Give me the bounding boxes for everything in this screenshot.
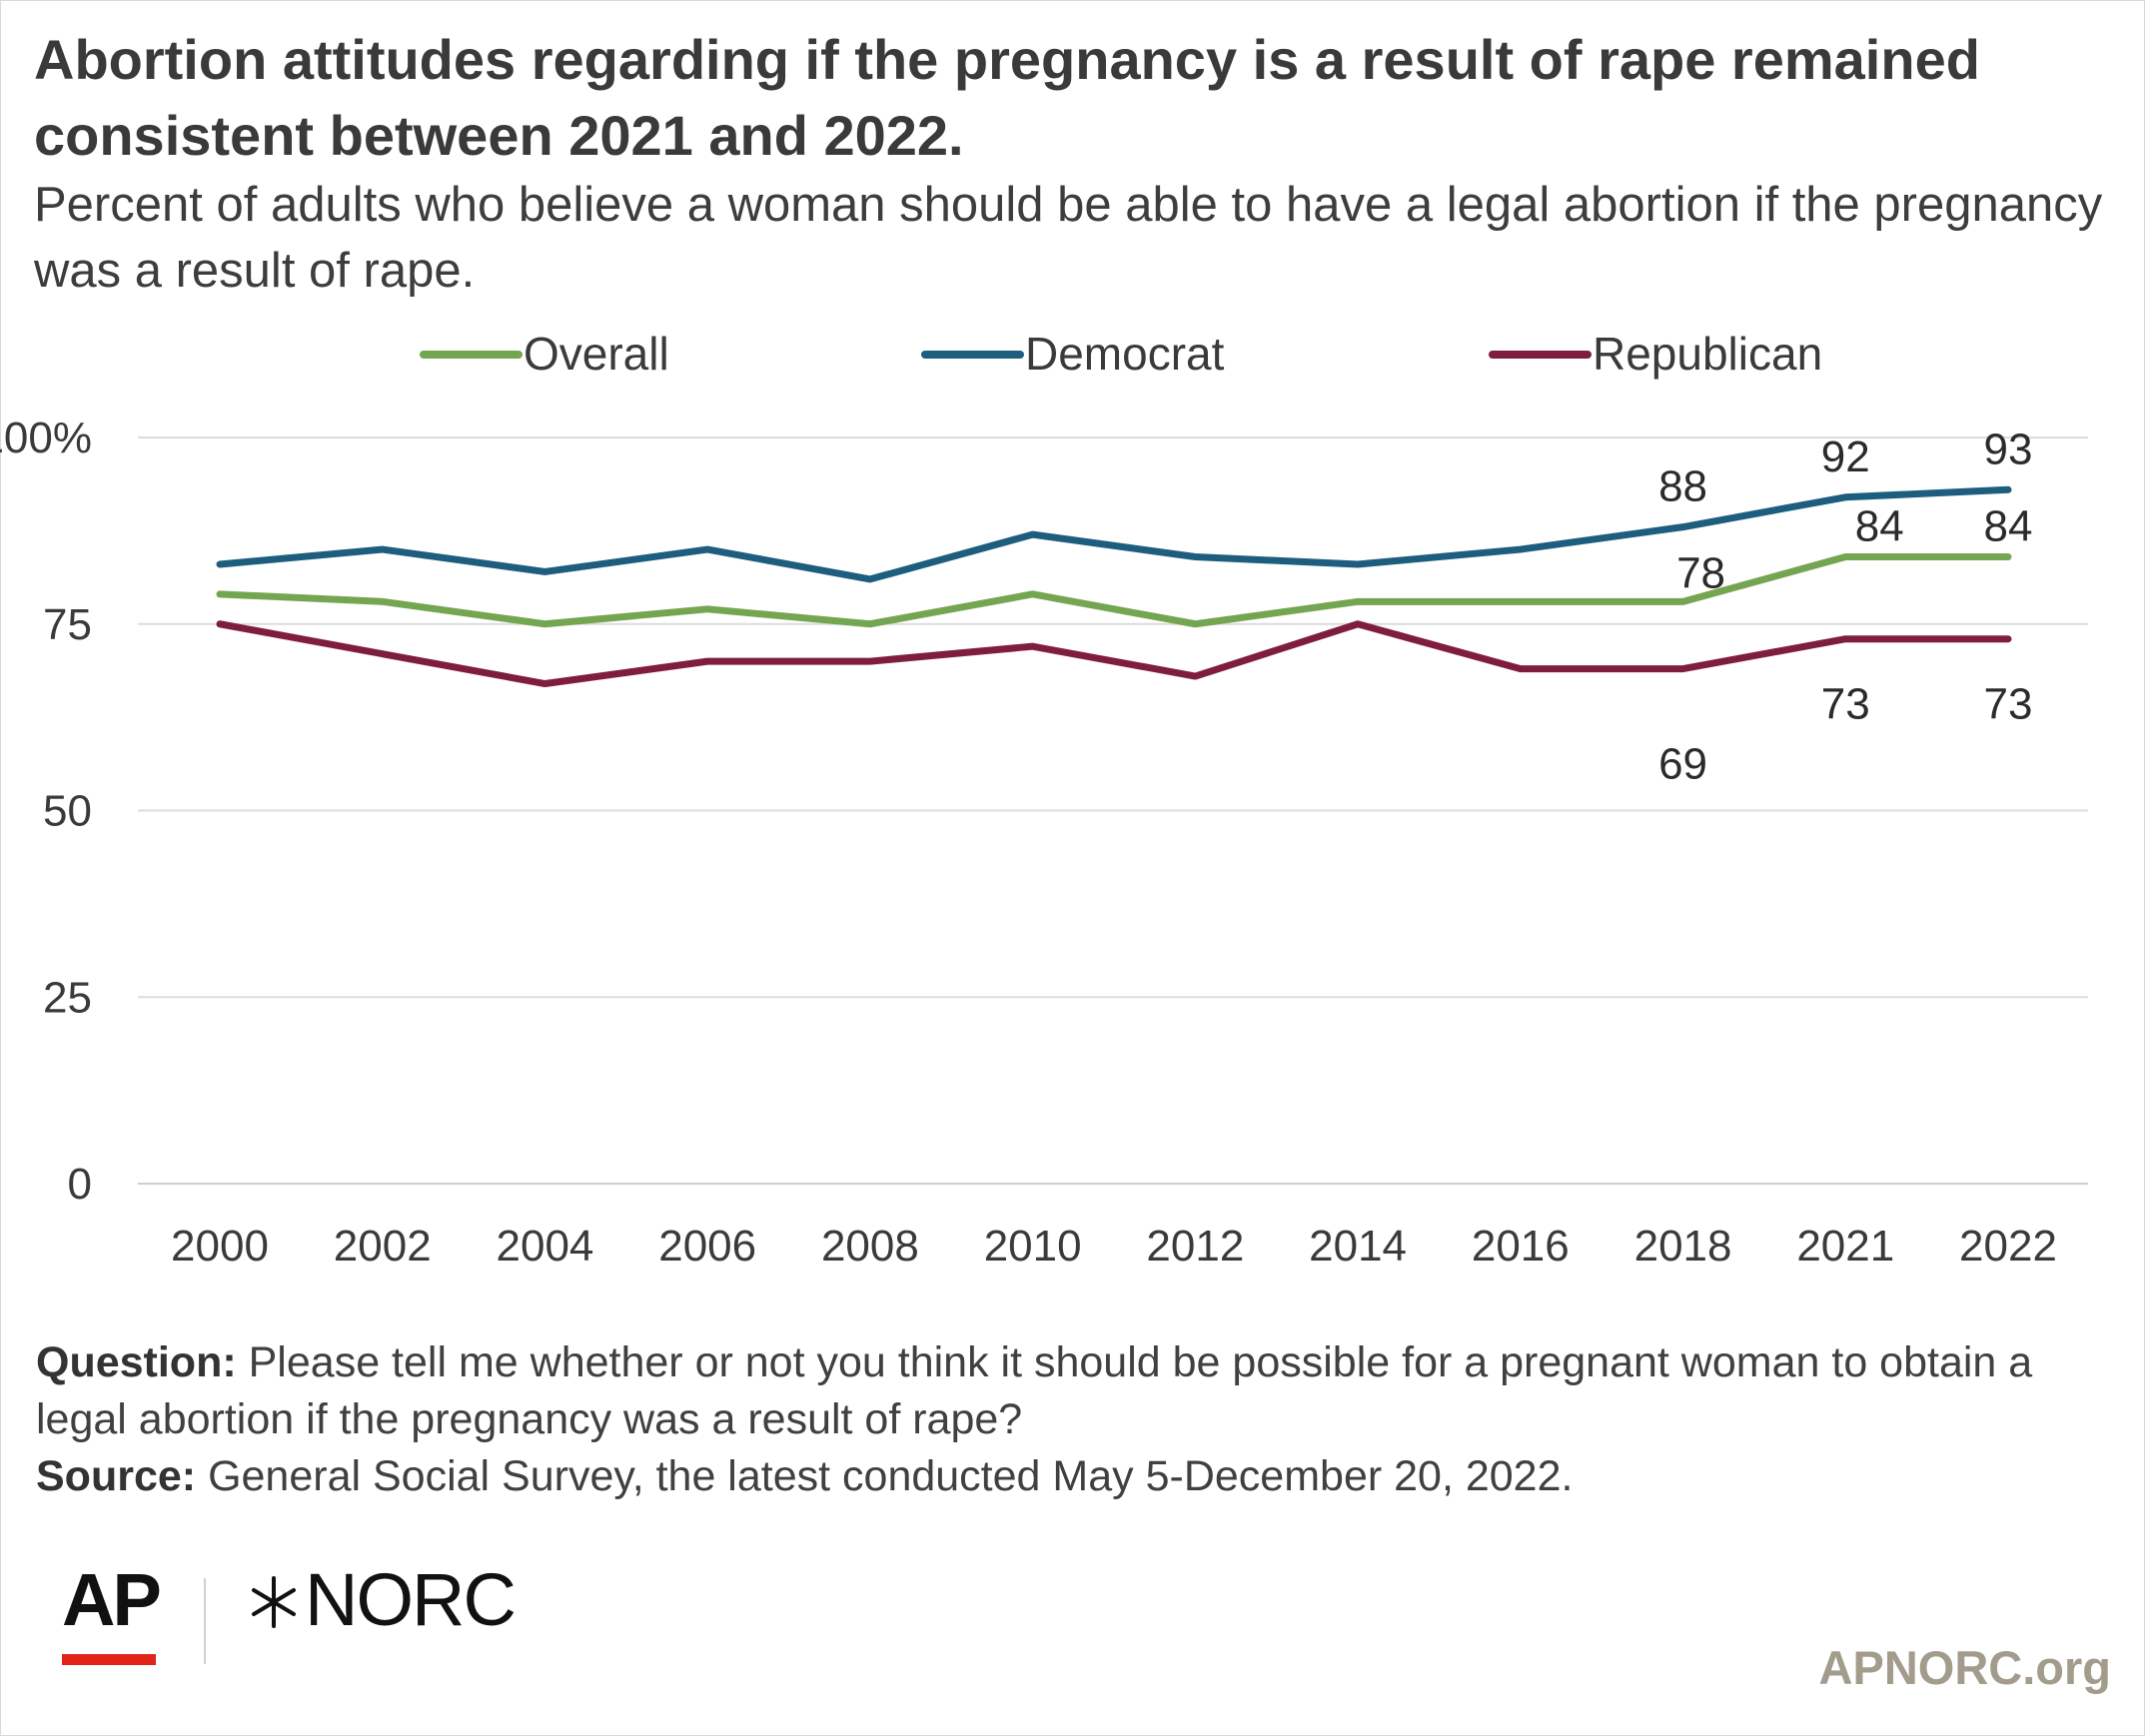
x-tick-label: 2014	[1309, 1222, 1407, 1271]
data-label-democrat: 92	[1821, 433, 1870, 481]
x-tick-label: 2016	[1472, 1222, 1570, 1271]
legend-label-republican: Republican	[1593, 328, 1822, 380]
legend-label-overall: Overall	[524, 328, 669, 380]
x-tick-label: 2006	[658, 1222, 756, 1271]
data-label-republican: 73	[1984, 680, 2033, 729]
ap-logo-underline	[62, 1654, 156, 1665]
series-line-overall	[216, 553, 2012, 628]
line-chart: 0 25 50 75 100% 2000 2002 2004 2006 2008 2010 2012…	[0, 328, 2088, 1271]
source-text: General Social Survey, the latest conduc…	[208, 1452, 1574, 1500]
series-line-democrat	[216, 485, 2012, 583]
logo-divider	[204, 1578, 206, 1664]
x-tick-label: 2018	[1634, 1222, 1732, 1271]
x-tick-label: 2004	[497, 1222, 594, 1271]
data-label-democrat: 93	[1984, 425, 2033, 473]
chart-notes: Question: Please tell me whether or not …	[36, 1334, 2114, 1505]
data-label-republican: 73	[1821, 680, 1870, 729]
y-tick-label: 50	[43, 787, 92, 836]
source-note: Source: General Social Survey, the lates…	[36, 1448, 2114, 1505]
y-tick-label: 0	[68, 1160, 92, 1209]
x-tick-label: 2022	[1959, 1222, 2057, 1271]
question-label: Question:	[36, 1338, 237, 1386]
question-text: Please tell me whether or not you think …	[36, 1338, 2033, 1443]
chart-title: Abortion attitudes regarding if the preg…	[34, 28, 1980, 167]
x-axis-ticks: 2000 2002 2004 2006 2008 2010 2012 2014 2016 2018…	[171, 1222, 2057, 1271]
y-axis-ticks: 0 25 50 75 100%	[0, 414, 92, 1209]
legend: Overall Democrat Republican	[420, 328, 1822, 380]
series-line-republican	[216, 620, 2012, 688]
y-tick-label: 25	[43, 973, 92, 1022]
norc-star-icon	[252, 1576, 296, 1628]
norc-logo: NORC	[305, 1558, 517, 1641]
x-tick-label: 2010	[984, 1222, 1082, 1271]
gridlines	[138, 436, 2088, 1185]
data-labels: 78 84 84 88 92 93 69 73 73	[1658, 425, 2032, 788]
data-label-overall: 84	[1855, 502, 1904, 551]
legend-label-democrat: Democrat	[1025, 328, 1225, 380]
site-url: APNORC.org	[1818, 1641, 2111, 1694]
x-tick-label: 2002	[334, 1222, 432, 1271]
data-label-overall: 78	[1676, 548, 1725, 597]
data-label-democrat: 88	[1658, 462, 1707, 511]
y-tick-label: 100%	[0, 414, 92, 462]
x-tick-label: 2012	[1146, 1222, 1244, 1271]
y-tick-label: 75	[43, 600, 92, 649]
x-tick-label: 2021	[1796, 1222, 1894, 1271]
source-label: Source:	[36, 1452, 197, 1500]
ap-logo: AP	[62, 1558, 162, 1641]
chart-subtitle: Percent of adults who believe a woman sh…	[34, 178, 2103, 298]
data-label-overall: 84	[1984, 502, 2033, 551]
series-lines	[216, 485, 2012, 688]
x-tick-label: 2000	[171, 1222, 269, 1271]
x-tick-label: 2008	[821, 1222, 919, 1271]
data-label-republican: 69	[1658, 740, 1707, 789]
question-note: Question: Please tell me whether or not …	[36, 1334, 2114, 1448]
